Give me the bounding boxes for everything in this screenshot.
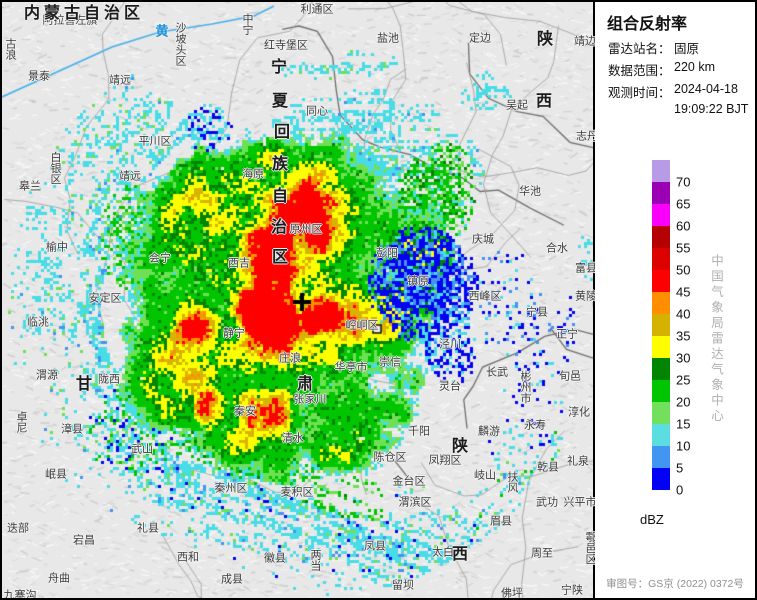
range-label: 数据范围： — [608, 64, 671, 78]
colorbar-swatch — [652, 380, 670, 402]
colorbar-swatch — [652, 358, 670, 380]
colorbar-swatch — [652, 160, 670, 182]
colorbar-swatch — [652, 468, 670, 490]
colorbar-tick: 55 — [676, 240, 691, 256]
radar-map-area: 阿拉善左旗 古浪 沙坡头区 景泰 靖远 平川区 利通区 中宁 红寺堡区 盐池 同心 定边 靖边 吴起 志丹白… — [2, 2, 598, 598]
colorbar-tick: 0 — [676, 482, 684, 498]
obs-time-row: 观测时间： 2024-04-18 — [608, 82, 738, 101]
station-value: 固原 — [674, 42, 700, 56]
colorbar-swatch — [652, 270, 670, 292]
colorbar-tick: 40 — [676, 306, 691, 322]
colorbar-tick: 70 — [676, 174, 691, 190]
obs-time-label: 观测时间： — [608, 86, 671, 100]
colorbar-tick: 20 — [676, 394, 691, 410]
colorbar-tick: 10 — [676, 438, 691, 454]
colorbar-tick: 15 — [676, 416, 691, 432]
colorbar-tick: 5 — [676, 460, 684, 476]
colorbar-swatch — [652, 402, 670, 424]
map-approval-number: 审图号：GS京 (2022) 0372号 — [606, 578, 744, 590]
dbz-unit-label: dBZ — [640, 512, 664, 527]
colorbar-tick: 50 — [676, 262, 691, 278]
obs-time-date: 2024-04-18 — [674, 82, 738, 96]
range-row: 数据范围： 220 km — [608, 60, 715, 79]
colorbar-swatch — [652, 446, 670, 468]
station-row: 雷达站名： 固原 — [608, 38, 699, 57]
colorbar-swatch — [652, 314, 670, 336]
colorbar-swatch — [652, 204, 670, 226]
radar-echo-map-canvas — [2, 2, 593, 598]
range-value: 220 km — [674, 60, 715, 74]
station-label: 雷达站名： — [608, 42, 671, 56]
colorbar-tick: 25 — [676, 372, 691, 388]
colorbar-tick: 30 — [676, 350, 691, 366]
colorbar-tick: 65 — [676, 196, 691, 212]
colorbar-tick: 35 — [676, 328, 691, 344]
colorbar-swatch — [652, 248, 670, 270]
colorbar-swatch — [652, 182, 670, 204]
agency-watermark: 中国气象局雷达气象中心 — [709, 254, 723, 425]
product-title: 组合反射率 — [607, 16, 688, 33]
colorbar-swatch — [652, 424, 670, 446]
colorbar-swatch — [652, 336, 670, 358]
colorbar-tick: 45 — [676, 284, 691, 300]
colorbar-tick: 60 — [676, 218, 691, 234]
colorbar-swatch — [652, 292, 670, 314]
colorbar-swatch — [652, 226, 670, 248]
info-panel: 组合反射率 雷达站名： 固原 数据范围： 220 km 观测时间： 2024-0… — [595, 2, 755, 598]
obs-time-clock: 19:09:22 BJT — [674, 102, 749, 116]
